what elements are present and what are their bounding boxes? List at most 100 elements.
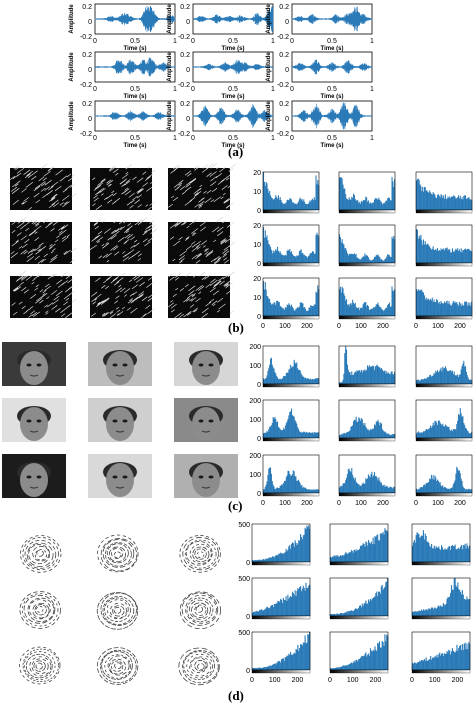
histogram	[338, 399, 396, 442]
histogram-bar	[313, 489, 315, 493]
histogram-bar	[440, 300, 442, 316]
waveform-ytick: 0.2	[180, 52, 190, 59]
histogram-bar	[419, 537, 421, 562]
intensity-gradient-bar	[262, 315, 320, 320]
histogram-bar	[269, 364, 271, 384]
histogram-bar	[380, 201, 382, 210]
histogram-bar	[297, 588, 299, 616]
histogram-bar	[374, 369, 376, 384]
histogram-ytick: 100	[249, 363, 261, 370]
histogram-bar	[460, 248, 462, 263]
histogram-bar	[382, 485, 384, 493]
histogram-bar	[471, 431, 473, 438]
histogram-bar	[264, 609, 266, 616]
histogram-bar	[341, 434, 343, 438]
histogram-bar	[437, 420, 439, 438]
histogram-bar	[430, 479, 432, 493]
histogram-bar	[428, 608, 430, 616]
histogram-bar	[458, 302, 460, 316]
histogram-bar	[366, 542, 368, 562]
histogram-bar	[271, 198, 273, 210]
waveform-ytick: 0.2	[82, 52, 92, 59]
histogram-bar	[275, 555, 277, 562]
histogram-bar	[299, 483, 301, 493]
histogram-bar	[362, 543, 364, 562]
histogram-bar	[271, 303, 273, 316]
histogram-bar	[290, 364, 292, 384]
histogram-bar	[430, 193, 432, 210]
histogram-bar	[317, 489, 319, 493]
histogram-bar	[290, 654, 293, 670]
histogram-bar	[291, 202, 293, 210]
histogram-bar	[280, 253, 282, 263]
histogram-bar	[441, 547, 444, 562]
fingerprint-image	[96, 592, 139, 630]
histogram-bar	[370, 474, 372, 493]
histogram-bar	[304, 635, 306, 670]
histogram-bar	[469, 545, 471, 562]
histogram-bar	[369, 202, 371, 210]
histogram-bar	[466, 596, 468, 616]
histogram-bar	[450, 651, 453, 670]
histogram-bar	[270, 606, 272, 616]
histogram-bar	[296, 255, 298, 263]
histogram-bar	[316, 432, 318, 438]
histogram-xtick: 200	[454, 323, 466, 330]
histogram-bar	[303, 587, 305, 616]
histogram-bar	[370, 600, 372, 616]
histogram-bar	[306, 432, 308, 438]
histogram-bar	[347, 553, 349, 562]
histogram-bar	[434, 421, 436, 438]
waveform-ylabel: Amplitude	[167, 4, 173, 34]
histogram-xtick: 100	[432, 323, 444, 330]
histogram-bar	[430, 547, 432, 562]
encrypted-image	[168, 271, 236, 319]
histogram-bar	[308, 585, 310, 616]
histogram-bar	[261, 609, 263, 616]
histogram-bar	[426, 429, 428, 438]
histogram-bar	[468, 197, 470, 210]
waveform-xtick: 0	[93, 38, 97, 45]
histogram-bar	[355, 306, 357, 316]
histogram-bar	[441, 653, 443, 670]
waveform-ylabel: Amplitude	[69, 52, 75, 82]
histogram-bar	[429, 428, 431, 438]
histogram-ytick: 500	[238, 576, 250, 583]
histogram-bar	[270, 425, 272, 438]
face-image	[2, 454, 66, 498]
histogram-bar	[419, 380, 421, 384]
histogram-ytick: 100	[249, 472, 261, 479]
histogram-bar	[450, 430, 452, 438]
histogram-bar	[449, 650, 451, 670]
histogram-bar	[468, 642, 470, 670]
histogram-bar	[305, 582, 307, 616]
histogram-bar	[381, 259, 383, 263]
fingerprint-image	[178, 647, 220, 686]
histogram	[411, 577, 471, 620]
histogram-bar	[353, 660, 355, 670]
histogram-bar	[469, 302, 471, 316]
histogram-bar	[339, 382, 341, 384]
histogram-bar	[316, 232, 318, 263]
histogram-bar	[267, 431, 269, 438]
face-image	[2, 398, 66, 442]
histogram-bar	[352, 299, 354, 316]
histogram-bar	[317, 234, 319, 263]
histogram-bar	[266, 559, 268, 562]
histogram-bar	[360, 369, 362, 384]
histogram-xtick: 200	[377, 500, 389, 507]
histogram-bar	[352, 374, 354, 384]
histogram-bar	[265, 237, 267, 263]
histogram-bar	[380, 586, 382, 616]
histogram-bar	[337, 555, 339, 562]
histogram-bar	[279, 197, 281, 210]
histogram-bar	[467, 248, 469, 263]
histogram-bar	[431, 248, 433, 263]
histogram-bar	[256, 559, 258, 562]
histogram-ytick: 0	[257, 382, 261, 389]
histogram-bar	[376, 421, 378, 438]
histogram-bar	[380, 482, 382, 493]
waveform-ytick: -0.2	[277, 131, 289, 138]
histogram-bar	[284, 600, 286, 616]
